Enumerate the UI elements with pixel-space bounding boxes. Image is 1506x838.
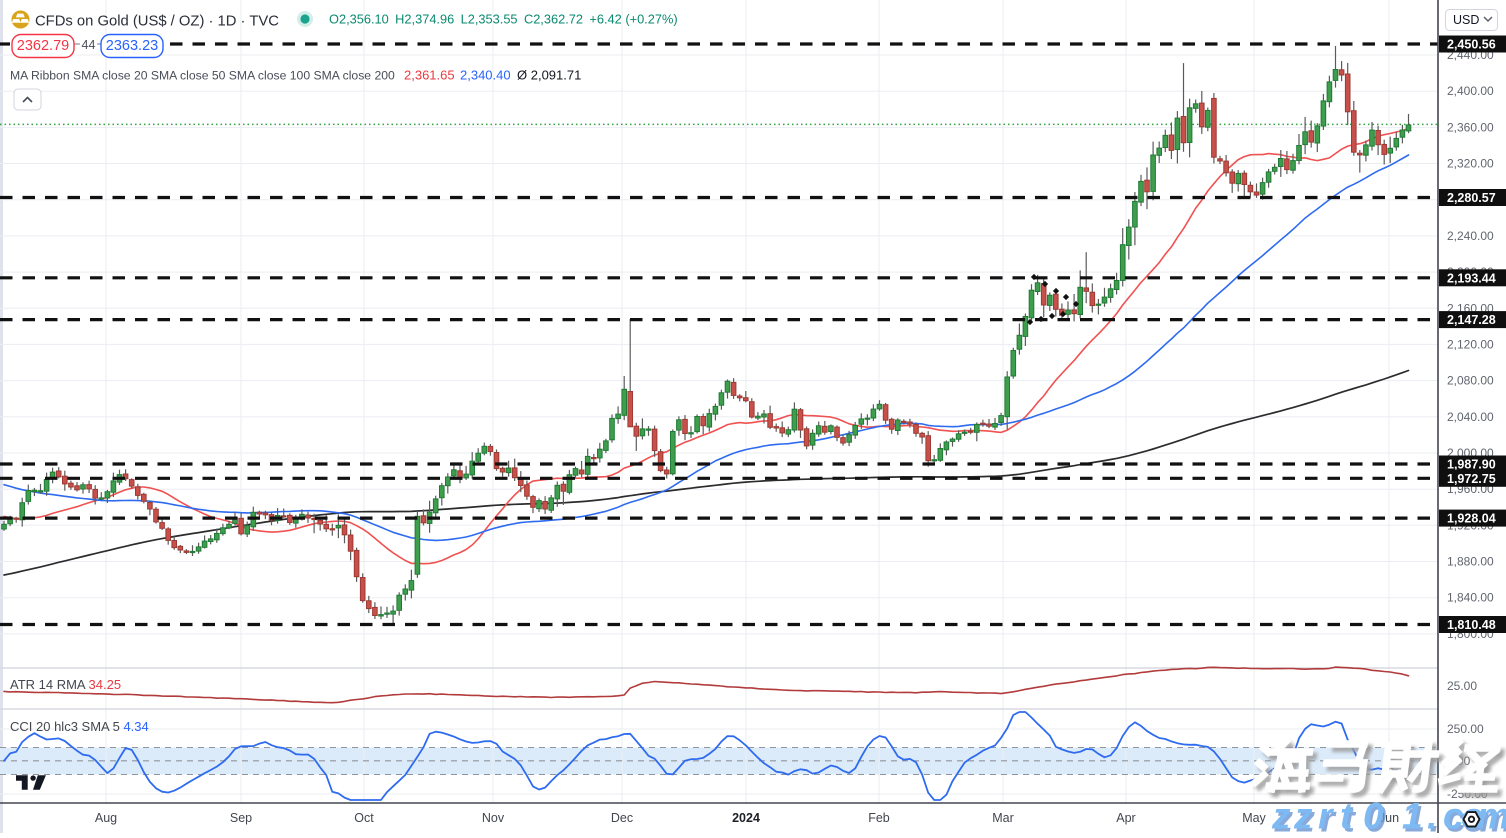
svg-text:0: 0 [1363, 796, 1384, 834]
svg-text:44: 44 [82, 38, 96, 52]
svg-text:t: t [1340, 796, 1354, 834]
svg-text:Ø 2,091.71: Ø 2,091.71 [517, 68, 581, 83]
svg-text:USD: USD [1453, 13, 1479, 27]
svg-text:2,400.00: 2,400.00 [1447, 84, 1494, 98]
svg-text:CFDs on Gold (US$ / OZ) · 1D ·: CFDs on Gold (US$ / OZ) · 1D · TVC [35, 14, 279, 30]
svg-text:May: May [1242, 811, 1266, 825]
svg-text:2,360.00: 2,360.00 [1447, 120, 1494, 134]
svg-text:2363.23: 2363.23 [106, 38, 158, 54]
svg-text:MA Ribbon SMA close 20 SMA clo: MA Ribbon SMA close 20 SMA close 50 SMA … [10, 69, 395, 83]
svg-text:Sep: Sep [230, 811, 252, 825]
svg-text:O2,356.10 H2,374.96 L2,353.55: O2,356.10 H2,374.96 L2,353.55 C2,362.72 … [329, 12, 678, 27]
svg-text:1,987.90: 1,987.90 [1447, 458, 1496, 472]
svg-text:25.00: 25.00 [1447, 679, 1477, 693]
svg-text:Oct: Oct [354, 811, 374, 825]
svg-text:1,972.75: 1,972.75 [1447, 472, 1496, 486]
svg-text:2,450.56: 2,450.56 [1447, 38, 1496, 52]
svg-text:2024: 2024 [732, 811, 760, 825]
svg-text:Feb: Feb [868, 811, 890, 825]
svg-text:1,810.48: 1,810.48 [1447, 618, 1496, 632]
svg-text:2,361.65: 2,361.65 [404, 68, 455, 83]
svg-text:Aug: Aug [95, 811, 117, 825]
svg-text:2,120.00: 2,120.00 [1447, 337, 1494, 351]
svg-text:Nov: Nov [482, 811, 505, 825]
svg-text:ATR 14 RMA 34.25: ATR 14 RMA 34.25 [10, 677, 121, 692]
svg-text:2,080.00: 2,080.00 [1447, 374, 1494, 388]
svg-text:.: . [1427, 796, 1437, 834]
svg-text:250.00: 250.00 [1447, 722, 1484, 736]
svg-text:2,280.57: 2,280.57 [1447, 191, 1496, 205]
svg-text:2362.79: 2362.79 [17, 38, 69, 54]
svg-text:2,320.00: 2,320.00 [1447, 157, 1494, 171]
svg-text:1: 1 [1402, 796, 1423, 834]
svg-text:2,147.28: 2,147.28 [1447, 313, 1496, 327]
svg-text:1,880.00: 1,880.00 [1447, 555, 1494, 569]
svg-text:z: z [1293, 796, 1313, 834]
svg-text:CCI 20 hlc3 SMA 5 4.34: CCI 20 hlc3 SMA 5 4.34 [10, 719, 149, 734]
svg-text:m: m [1477, 796, 1506, 834]
svg-text:2,040.00: 2,040.00 [1447, 410, 1494, 424]
svg-text:1,928.04: 1,928.04 [1447, 512, 1496, 526]
svg-text:Mar: Mar [992, 811, 1014, 825]
svg-text:2,340.40: 2,340.40 [460, 68, 511, 83]
svg-text:Dec: Dec [611, 811, 633, 825]
svg-text:1,840.00: 1,840.00 [1447, 591, 1494, 605]
svg-text:Apr: Apr [1116, 811, 1135, 825]
svg-text:2,193.44: 2,193.44 [1447, 271, 1496, 285]
svg-text:2,240.00: 2,240.00 [1447, 229, 1494, 243]
svg-text:z: z [1271, 796, 1291, 834]
